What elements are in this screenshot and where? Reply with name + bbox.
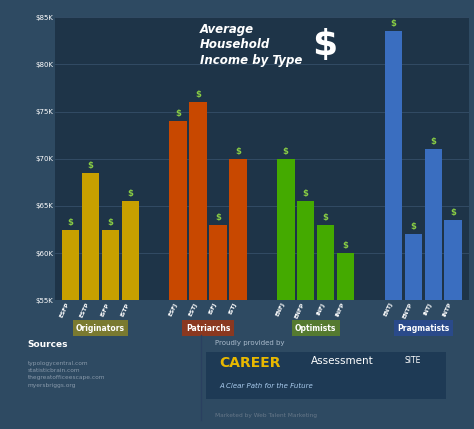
Text: $: $ [283, 147, 289, 156]
Text: SITE: SITE [404, 356, 420, 365]
Bar [317, 225, 335, 300]
Text: typologycentral.com
statisticbrain.com
thegreatofficeescape.com
myersbriggs.org: typologycentral.com statisticbrain.com t… [27, 360, 105, 388]
Text: $: $ [88, 161, 93, 170]
Text: $: $ [450, 208, 456, 217]
Text: Patriarchs: Patriarchs [186, 324, 230, 332]
Bar [404, 234, 422, 300]
Bar [277, 159, 294, 300]
Text: CAREER: CAREER [219, 356, 281, 370]
Text: $: $ [195, 90, 201, 99]
Text: $: $ [68, 218, 73, 227]
Text: $: $ [128, 189, 133, 198]
Text: Proudly provided by: Proudly provided by [215, 340, 284, 346]
Bar [209, 225, 227, 300]
Text: $: $ [323, 213, 328, 222]
Bar [82, 173, 99, 300]
Text: Sources: Sources [27, 340, 68, 349]
Bar [425, 149, 442, 300]
Bar [101, 230, 119, 300]
Bar [297, 201, 315, 300]
Text: $: $ [108, 218, 113, 227]
Bar [337, 253, 355, 300]
Text: $: $ [343, 241, 348, 250]
Bar [229, 159, 247, 300]
Text: $: $ [175, 109, 181, 118]
Bar [62, 230, 79, 300]
Bar [445, 220, 462, 300]
Text: $: $ [311, 28, 337, 63]
Text: Optimists: Optimists [295, 324, 337, 332]
FancyBboxPatch shape [206, 352, 447, 399]
Text: $: $ [391, 19, 396, 28]
Text: $: $ [410, 222, 416, 231]
Bar [169, 121, 187, 300]
Text: Pragmatists: Pragmatists [397, 324, 449, 332]
Text: Marketed by Web Talent Marketing: Marketed by Web Talent Marketing [215, 414, 317, 418]
Bar [189, 102, 207, 300]
Bar [384, 31, 402, 300]
Text: $: $ [215, 213, 221, 222]
Text: $: $ [235, 147, 241, 156]
Text: $: $ [430, 137, 436, 146]
Text: A Clear Path for the Future: A Clear Path for the Future [219, 383, 313, 389]
Bar [122, 201, 139, 300]
Text: Assessment: Assessment [310, 356, 373, 366]
Text: Average
Household
Income by Type: Average Household Income by Type [200, 23, 302, 67]
Text: $: $ [303, 189, 309, 198]
Text: Originators: Originators [76, 324, 125, 332]
